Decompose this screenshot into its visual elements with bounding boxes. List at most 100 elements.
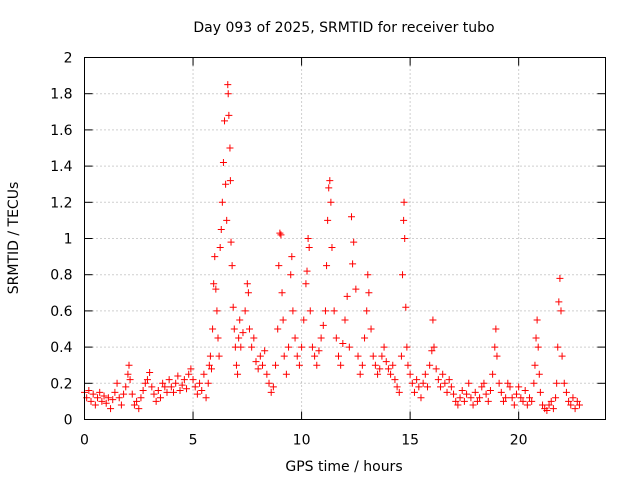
data-point [217,225,225,233]
data-point [469,401,477,409]
data-point [321,307,329,315]
data-point [212,285,220,293]
data-point [369,352,377,360]
data-point [180,376,188,384]
data-point [554,343,562,351]
data-point [530,379,538,387]
data-point [325,184,333,192]
data-point [115,394,123,402]
data-point [450,390,458,398]
data-point [348,213,356,221]
plot-frame [84,57,606,420]
data-point [364,271,372,279]
data-point [506,383,514,391]
data-point [558,352,566,360]
data-point [196,379,204,387]
data-point [423,383,431,391]
data-point [404,361,412,369]
data-point [508,394,516,402]
data-point [125,361,133,369]
data-point [517,394,525,402]
data-point [374,370,382,378]
data-point [187,365,195,373]
data-point [100,392,108,400]
data-point [234,370,242,378]
data-point [380,343,388,351]
data-point [519,397,527,405]
data-point [395,388,403,396]
data-point [200,370,208,378]
data-point [206,352,214,360]
data-point [504,379,512,387]
data-point [250,334,258,342]
data-point [135,405,143,413]
data-point [202,394,210,402]
data-point [139,387,147,395]
data-point [230,325,238,333]
data-point [324,216,332,224]
grid [84,57,606,420]
data-point [256,352,264,360]
data-point [328,244,336,252]
data-point [528,397,536,405]
data-point [104,394,112,402]
data-point [391,376,399,384]
data-point [113,379,121,387]
data-point [521,387,529,395]
data-point [141,379,149,387]
data-point [430,343,438,351]
data-point [303,267,311,275]
data-point [227,238,235,246]
data-point [326,177,334,185]
data-point [159,379,167,387]
data-point [219,158,227,166]
x-tick-label: 15 [401,433,419,449]
y-tick-label: 0.4 [50,340,72,356]
data-point [337,361,345,369]
data-point [210,280,218,288]
data-point [225,111,233,119]
data-points [81,81,583,414]
data-point [332,334,340,342]
data-point [224,81,232,89]
data-point [243,280,251,288]
x-tick-label: 5 [189,433,198,449]
y-tick-label: 2 [64,51,73,67]
data-point [259,361,267,369]
y-axis-label: SRMTID / TECUs [6,182,22,295]
data-point [495,379,503,387]
data-point [428,347,436,355]
data-point [289,307,297,315]
data-point [98,397,106,405]
data-point [393,383,401,391]
data-point [502,394,510,402]
data-point [279,316,287,324]
data-point [87,397,95,405]
data-point [532,334,540,342]
data-point [482,390,490,398]
data-point [306,307,314,315]
data-point [454,401,462,409]
data-point [221,117,229,125]
data-point [480,379,488,387]
data-point [413,376,421,384]
y-tick-label: 1.2 [50,195,72,211]
data-point [218,198,226,206]
data-point [401,235,409,242]
data-point [489,370,497,378]
data-point [533,316,541,324]
data-point [557,307,565,315]
data-point [432,365,440,373]
data-point [471,388,479,396]
tick-labels: 00.20.40.60.811.21.41.61.820 5 10 15 20 [50,51,527,449]
data-point [130,401,138,409]
data-point [493,352,501,360]
data-point [349,260,357,268]
data-point [269,383,277,391]
data-point [367,325,375,333]
data-point [224,90,232,98]
data-point [571,405,579,413]
data-point [241,307,249,315]
data-point [523,401,531,409]
data-point [327,198,335,206]
